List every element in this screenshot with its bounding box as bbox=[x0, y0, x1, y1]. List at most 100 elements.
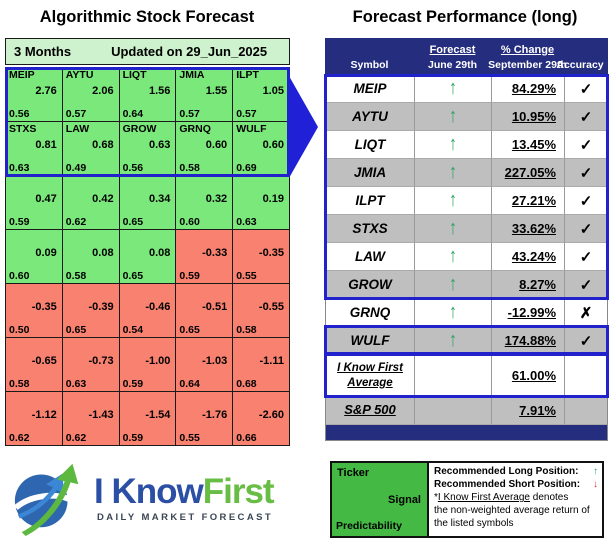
change-value: 174.88% bbox=[504, 333, 556, 348]
legend-note-line1: *I Know First Average denotes bbox=[434, 492, 569, 503]
period-label: 3 Months bbox=[14, 44, 72, 59]
forecast-cell: MEIP 2.76 0.56 bbox=[6, 68, 62, 121]
performance-row: WULF ↑ 174.88% ✓ bbox=[326, 327, 607, 355]
performance-row: GROW ↑ 8.27% ✓ bbox=[326, 271, 607, 299]
ticker-label: STXS bbox=[9, 123, 37, 135]
right-panel-title: Forecast Performance (long) bbox=[352, 8, 578, 26]
symbol-label: GROW bbox=[348, 277, 392, 292]
predictability-value: 0.64 bbox=[179, 378, 200, 390]
signal-value: 1.56 bbox=[148, 85, 171, 97]
predictability-value: 0.65 bbox=[65, 324, 87, 336]
change-value: -12.99% bbox=[507, 305, 556, 320]
signal-value: -0.35 bbox=[258, 247, 284, 259]
forecast-cell: 0.42 0.62 bbox=[62, 176, 119, 229]
forecast-cell: ↑ bbox=[415, 243, 492, 271]
check-mark-icon: ✓ bbox=[579, 136, 593, 154]
signal-value: 0.68 bbox=[92, 139, 114, 151]
left-panel-title: Algorithmic Stock Forecast bbox=[39, 8, 255, 26]
legend-signal-label: Signal bbox=[387, 494, 421, 506]
up-arrow-icon: ↑ bbox=[449, 161, 457, 183]
predictability-value: 0.56 bbox=[122, 162, 144, 174]
forecast-cell: ↑ bbox=[415, 103, 492, 131]
header-accuracy: Accuracy bbox=[556, 59, 604, 71]
predictability-value: 0.55 bbox=[179, 432, 200, 444]
performance-row: AYTU ↑ 10.95% ✓ bbox=[326, 103, 607, 131]
predictability-value: 0.69 bbox=[236, 162, 257, 174]
forecast-cell: ↑ bbox=[415, 299, 492, 327]
change-cell: -12.99% bbox=[492, 299, 565, 327]
predictability-value: 0.58 bbox=[65, 270, 87, 282]
performance-table-header: Symbol Forecast June 29th % Change Septe… bbox=[325, 38, 608, 75]
legend-note-line3: the listed symbols bbox=[434, 518, 514, 529]
predictability-value: 0.64 bbox=[122, 108, 144, 120]
signal-value: 2.76 bbox=[35, 85, 57, 97]
ticker-label: GROW bbox=[122, 123, 157, 135]
signal-value: 0.47 bbox=[35, 193, 57, 205]
accuracy-cell: ✓ bbox=[565, 187, 607, 215]
forecast-cell: ↑ bbox=[415, 159, 492, 187]
forecast-cell: JMIA 1.55 0.57 bbox=[176, 68, 233, 121]
symbol-cell: JMIA bbox=[326, 159, 415, 187]
forecast-cell: LAW 0.68 0.49 bbox=[62, 122, 119, 175]
signal-value: -0.39 bbox=[88, 301, 114, 313]
signal-value: -2.60 bbox=[258, 409, 284, 421]
symbol-label: ILPT bbox=[355, 193, 385, 208]
legend-note-line2: the non-weighted average return of bbox=[434, 505, 590, 516]
signal-value: 0.60 bbox=[205, 139, 228, 151]
predictability-value: 0.59 bbox=[122, 432, 144, 444]
predictability-value: 0.58 bbox=[179, 162, 200, 174]
forecast-cell: -0.33 0.59 bbox=[176, 230, 233, 283]
iknowfirst-logo: I KnowFirst DAILY MARKET FORECAST bbox=[6, 454, 318, 542]
ticker-label: LAW bbox=[65, 123, 90, 135]
forecast-cell: -0.51 0.65 bbox=[176, 284, 233, 337]
forecast-cell: 0.19 0.63 bbox=[233, 176, 289, 229]
forecast-cell: -1.11 0.68 bbox=[233, 338, 289, 391]
signal-value: 0.08 bbox=[92, 247, 114, 259]
performance-rows: MEIP ↑ 84.29% ✓ AYTU ↑ 10.95% ✓ LIQT ↑ 13.45% ✓ JMIA… bbox=[326, 75, 607, 355]
up-arrow-icon: ↑ bbox=[449, 245, 457, 267]
forecast-cell: WULF 0.60 0.69 bbox=[233, 122, 289, 175]
signal-value: -1.03 bbox=[202, 355, 228, 367]
change-value: 33.62% bbox=[511, 221, 556, 236]
symbol-label: LAW bbox=[355, 249, 385, 264]
check-mark-icon: ✓ bbox=[579, 164, 593, 182]
up-arrow-icon: ↑ bbox=[449, 301, 457, 323]
ticker-label: JMIA bbox=[179, 69, 205, 81]
forecast-cell: 0.08 0.58 bbox=[62, 230, 119, 283]
forecast-cell: -0.73 0.63 bbox=[62, 338, 119, 391]
forecast-cell: -1.76 0.55 bbox=[176, 392, 233, 445]
signal-value: 0.32 bbox=[205, 193, 228, 205]
signal-value: 1.55 bbox=[205, 85, 228, 97]
change-cell: 10.95% bbox=[492, 103, 565, 131]
symbol-label: AYTU bbox=[352, 109, 388, 124]
performance-row: ILPT ↑ 27.21% ✓ bbox=[326, 187, 607, 215]
check-mark-icon: ✓ bbox=[579, 108, 593, 126]
predictability-value: 0.57 bbox=[179, 108, 200, 120]
symbol-cell: LIQT bbox=[326, 131, 415, 159]
brand-name: I KnowFirst bbox=[94, 471, 275, 511]
forecast-cell: 0.47 0.59 bbox=[6, 176, 62, 229]
signal-value: 0.08 bbox=[148, 247, 171, 259]
change-cell: 13.45% bbox=[492, 131, 565, 159]
sp500-row: S&P 500 7.91% bbox=[326, 397, 607, 425]
forecast-cell: -1.54 0.59 bbox=[119, 392, 176, 445]
signal-value: -0.65 bbox=[31, 355, 57, 367]
predictability-value: 0.63 bbox=[9, 162, 30, 174]
signal-value: 1.05 bbox=[262, 85, 284, 97]
predictability-value: 0.68 bbox=[236, 378, 257, 390]
up-arrow-icon: ↑ bbox=[449, 77, 457, 99]
signal-value: 0.09 bbox=[35, 247, 57, 259]
ikf-forecast-cell bbox=[415, 355, 492, 397]
ikf-change-cell: 61.00% bbox=[492, 355, 565, 397]
predictability-value: 0.59 bbox=[122, 378, 144, 390]
forecast-cell: -0.46 0.54 bbox=[119, 284, 176, 337]
forecast-cell: -1.12 0.62 bbox=[6, 392, 62, 445]
forecast-cell: -1.43 0.62 bbox=[62, 392, 119, 445]
signal-value: 0.81 bbox=[35, 139, 57, 151]
change-cell: 43.24% bbox=[492, 243, 565, 271]
forecast-cell: ↑ bbox=[415, 327, 492, 355]
change-value: 84.29% bbox=[511, 81, 556, 96]
predictability-value: 0.58 bbox=[236, 324, 257, 336]
change-value: 227.05% bbox=[504, 165, 556, 180]
predictability-value: 0.60 bbox=[9, 270, 30, 282]
